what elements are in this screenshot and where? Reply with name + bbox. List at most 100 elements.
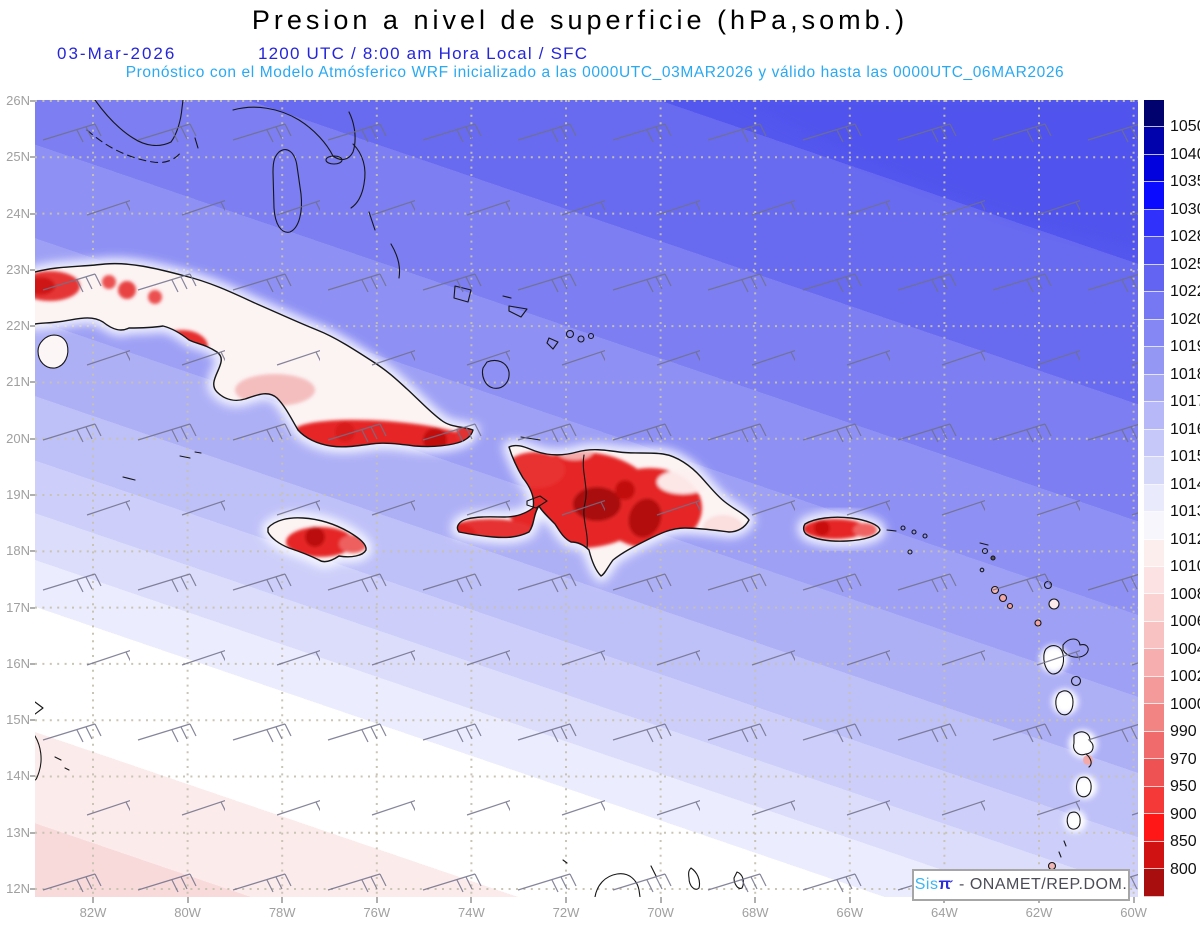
colorbar-cell [1144, 402, 1164, 430]
colorbar-tick-label: 1014 [1170, 475, 1200, 493]
lat-tick [30, 381, 35, 384]
colorbar-tick-label: 1002 [1170, 668, 1200, 686]
lat-tick-label: 19N [6, 487, 30, 503]
colorbar-cell [1144, 429, 1164, 458]
colorbar-cell [1144, 594, 1164, 622]
lon-tick [281, 897, 284, 903]
lat-tick-label: 13N [6, 824, 30, 840]
colorbar-cell [1144, 566, 1164, 595]
lon-tick [92, 897, 94, 903]
colorbar-cell [1144, 484, 1164, 513]
colorbar-cell [1144, 100, 1164, 128]
colorbar-cell [1144, 676, 1164, 705]
colorbar-cell [1144, 759, 1164, 787]
colorbar-cell [1144, 512, 1164, 540]
pi-accent: ´ [949, 877, 955, 893]
colorbar-tick-label: 1020 [1170, 310, 1200, 328]
lon-tick [659, 897, 662, 903]
lat-tick-label: 16N [6, 655, 30, 671]
valid-time: 1200 UTC / 8:00 am Hora Local / SFC [258, 44, 589, 63]
colorbar-cell [1144, 319, 1164, 348]
sispi-logo: Sis [914, 876, 939, 893]
lon-tick-label: 68W [741, 905, 769, 920]
colorbar-tick-label: 1019 [1170, 338, 1200, 356]
lon-tick-label: 70W [647, 905, 674, 920]
colorbar-tick-label: 1018 [1170, 365, 1200, 383]
colorbar-cell [1144, 814, 1164, 842]
colorbar-tick-label: 1025 [1170, 255, 1200, 273]
lon-tick-label: 80W [174, 905, 201, 920]
colorbar-tick-label: 1028 [1170, 228, 1200, 246]
colorbar-cell [1144, 457, 1164, 485]
chart-title: Presion a nivel de superficie (hPa,somb.… [251, 5, 909, 35]
lat-tick [30, 775, 35, 778]
lon-tick-label: 74W [458, 905, 485, 920]
lon-tick [848, 897, 851, 903]
colorbar-cell [1144, 347, 1164, 375]
colorbar-tick-label: 900 [1170, 805, 1197, 823]
colorbar-tick-label: 1015 [1170, 448, 1200, 466]
wind-barbs-layer [35, 100, 1138, 897]
lat-tick-label: 18N [6, 543, 30, 559]
lon-tick-label: 82W [79, 905, 107, 920]
lat-tick-label: 15N [6, 712, 30, 728]
lat-tick [30, 888, 35, 891]
lat-tick [30, 268, 35, 271]
colorbar-cell [1144, 649, 1164, 677]
lon-tick [754, 897, 757, 903]
colorbar-cell [1144, 292, 1164, 320]
colorbar-tick-label: 850 [1170, 833, 1197, 851]
lat-tick [30, 662, 35, 665]
lon-tick-label: 60W [1120, 905, 1147, 920]
colorbar-tick-label: 1008 [1170, 585, 1200, 603]
colorbar-tick-label: 1030 [1170, 200, 1200, 218]
lat-tick-label: 14N [6, 768, 30, 784]
colorbar-tick-label: 800 [1170, 860, 1197, 878]
colorbar-cell [1144, 374, 1164, 403]
lon-tick [470, 897, 473, 903]
colorbar-cell [1144, 704, 1164, 732]
lat-tick [30, 156, 35, 159]
lon-tick-label: 64W [931, 905, 958, 920]
lat-tick [30, 325, 35, 328]
colorbar-cell [1144, 182, 1164, 210]
lat-tick [30, 606, 35, 609]
pi-icon: π [938, 876, 952, 893]
colorbar-cell [1144, 786, 1164, 815]
lon-tick [1132, 897, 1135, 903]
colorbar-tick-label: 1004 [1170, 640, 1200, 658]
lat-tick-label: 21N [6, 374, 30, 390]
pressure-colorbar [1144, 100, 1164, 897]
colorbar-tick-label: 1050 [1170, 118, 1200, 136]
lat-tick-label: 26N [6, 93, 30, 108]
colorbar-tick-label: 1012 [1170, 530, 1200, 548]
colorbar-cell [1144, 209, 1164, 238]
lat-tick [30, 212, 35, 215]
lon-tick [375, 897, 378, 903]
colorbar-cell [1144, 237, 1164, 265]
forecast-date: 03-Mar-2026 [57, 44, 177, 63]
pressure-map-svg [35, 100, 1138, 897]
colorbar-cell [1144, 621, 1164, 650]
lat-tick-label: 22N [6, 318, 30, 334]
lon-tick [565, 897, 567, 903]
lon-tick-label: 62W [1025, 905, 1053, 920]
colorbar-tick-label: 1006 [1170, 613, 1200, 631]
colorbar-cell [1144, 539, 1164, 567]
colorbar-cell [1144, 731, 1164, 760]
colorbar-tick-label: 1022 [1170, 283, 1200, 301]
lat-tick [30, 100, 35, 102]
lat-tick [30, 494, 35, 497]
colorbar-tick-label: 970 [1170, 750, 1197, 768]
colorbar-tick-label: 990 [1170, 723, 1197, 741]
lat-tick-label: 17N [6, 599, 30, 615]
lat-tick-label: 12N [6, 881, 30, 897]
colorbar-tick-label: 950 [1170, 778, 1197, 796]
colorbar-cell [1144, 841, 1164, 870]
colorbar-tick-label: 1016 [1170, 420, 1200, 438]
colorbar-cell [1144, 127, 1164, 155]
lat-tick [30, 831, 35, 834]
colorbar-cell [1144, 869, 1164, 897]
model-run-info: Pronóstico con el Modelo Atmósferico WRF… [125, 64, 1065, 81]
